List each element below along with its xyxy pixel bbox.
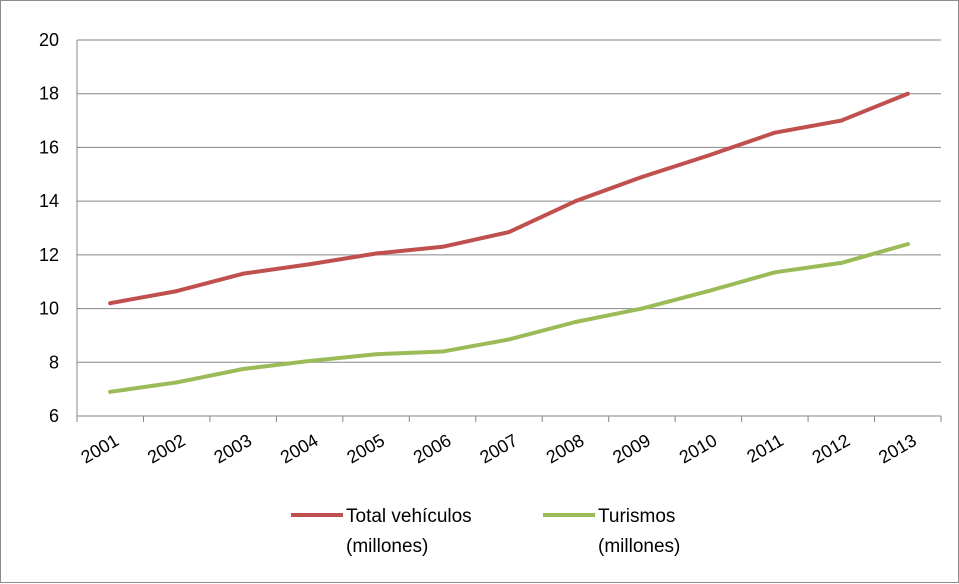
- legend-item-2: Turismos (millones): [543, 506, 680, 557]
- data-point: [440, 244, 445, 249]
- legend-label: (millones): [598, 536, 680, 557]
- data-point: [374, 251, 379, 256]
- data-point: [706, 153, 711, 158]
- gridlines: [77, 39, 941, 417]
- data-point: [307, 358, 312, 363]
- x-axis: 2001 2002 2003 2004 2005 2006 2007 2008 2009 2010…: [76, 415, 942, 467]
- legend-label: Total vehículos: [346, 506, 472, 527]
- y-tick-label: 20: [39, 30, 59, 50]
- data-point: [507, 337, 511, 342]
- data-point: [108, 301, 113, 306]
- series-line-2: [108, 242, 910, 394]
- series-lines: [108, 91, 910, 394]
- data-point: [108, 389, 113, 394]
- x-tick-label: 2006: [410, 430, 455, 467]
- data-point: [706, 289, 711, 294]
- data-point: [905, 242, 910, 247]
- legend: Total vehículos (millones) Turismos (millon…: [291, 506, 680, 557]
- y-tick-label: 18: [39, 84, 59, 104]
- data-point: [174, 289, 179, 294]
- y-tick-label: 14: [39, 191, 59, 211]
- legend-label: Turismos: [598, 506, 675, 527]
- data-point: [772, 270, 777, 275]
- data-point: [507, 230, 511, 235]
- x-tick-label: 2008: [543, 430, 588, 467]
- x-tick-label: 2004: [277, 430, 322, 467]
- x-tick-label: 2009: [609, 430, 654, 467]
- x-tick-label: 2011: [743, 430, 787, 467]
- legend-item-1: Total vehículos (millones): [291, 506, 472, 557]
- data-point: [905, 91, 910, 96]
- data-point: [573, 320, 578, 324]
- y-tick-label: 8: [49, 352, 59, 372]
- data-point: [639, 306, 644, 311]
- y-tick-label: 10: [39, 299, 59, 319]
- data-point: [839, 260, 844, 265]
- data-point: [174, 380, 179, 385]
- data-point: [241, 367, 246, 371]
- y-axis: 6 8 10 12 14 16 18 20: [39, 30, 78, 426]
- x-tick-label: 2007: [476, 430, 521, 467]
- data-point: [374, 352, 379, 357]
- y-tick-label: 6: [49, 406, 59, 426]
- x-tick-label: 2013: [875, 430, 920, 467]
- x-tick-label: 2001: [78, 430, 123, 467]
- data-point: [639, 174, 644, 179]
- data-point: [440, 349, 445, 354]
- x-tick-label: 2003: [210, 430, 255, 467]
- x-tick-label: 2005: [343, 430, 388, 467]
- data-point: [241, 271, 246, 276]
- y-tick-label: 16: [39, 137, 59, 157]
- x-tick-label: 2010: [676, 430, 721, 467]
- data-point: [573, 199, 578, 204]
- x-tick-label: 2002: [144, 430, 189, 467]
- x-tick-label: 2012: [809, 430, 854, 467]
- y-tick-label: 12: [39, 245, 59, 265]
- data-point: [307, 262, 312, 267]
- data-point: [839, 118, 844, 123]
- data-point: [772, 130, 777, 135]
- legend-label: (millones): [346, 536, 428, 557]
